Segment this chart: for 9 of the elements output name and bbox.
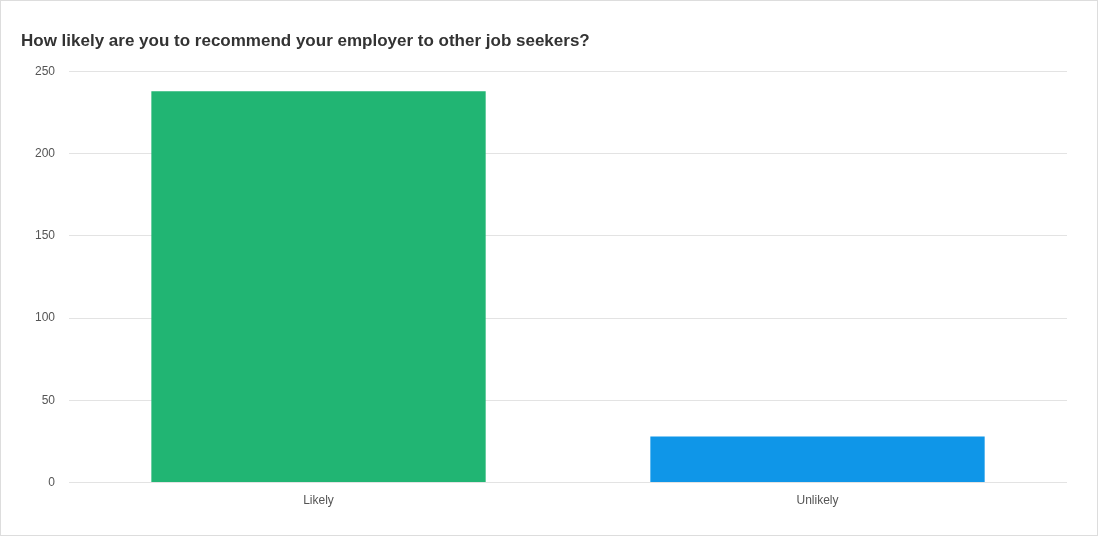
y-tick-label: 200 xyxy=(34,145,56,160)
y-tick-label: 0 xyxy=(48,474,56,489)
y-tick-label: 100 xyxy=(34,310,56,325)
y-tick-label: 250 xyxy=(34,63,56,78)
x-tick-label: Unlikely xyxy=(796,493,839,508)
y-tick-label: 50 xyxy=(41,392,56,407)
y-tick-label: 150 xyxy=(34,228,56,243)
x-tick-label: Likely xyxy=(303,493,334,508)
chart-title: How likely are you to recommend your employer to other job seekers? xyxy=(21,30,590,50)
